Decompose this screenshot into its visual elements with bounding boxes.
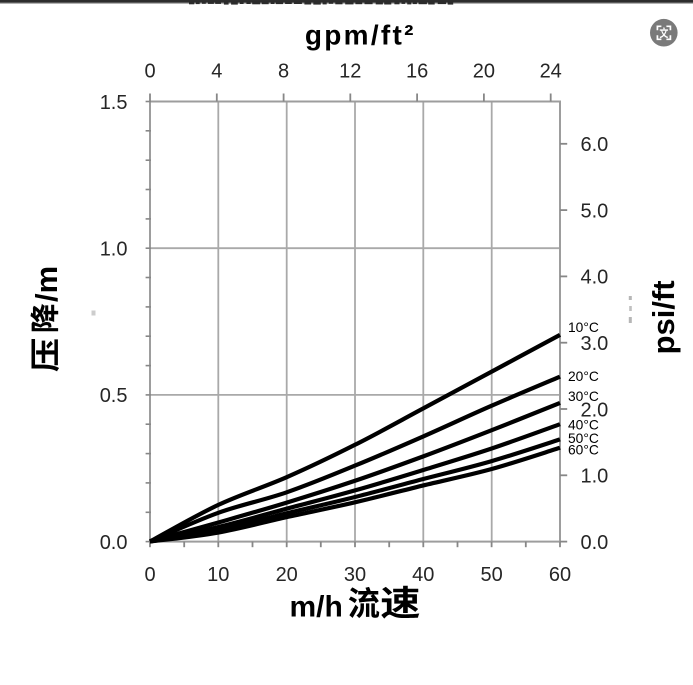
svg-text:10°C: 10°C	[568, 320, 599, 335]
svg-text:10: 10	[207, 564, 229, 586]
svg-text:1.5: 1.5	[100, 92, 128, 114]
svg-text:60: 60	[549, 564, 571, 586]
svg-text:50°C: 50°C	[568, 431, 599, 446]
svg-text:12: 12	[339, 61, 361, 83]
svg-text:0: 0	[144, 564, 155, 586]
svg-text:50: 50	[480, 564, 502, 586]
svg-text:40°C: 40°C	[568, 418, 599, 433]
svg-text:30°C: 30°C	[568, 389, 599, 404]
svg-text:0: 0	[144, 61, 155, 83]
svg-text:5.0: 5.0	[581, 200, 609, 222]
svg-text:m/h: m/h	[290, 591, 343, 624]
svg-text:gpm/ft²: gpm/ft²	[305, 20, 416, 51]
svg-text:0.5: 0.5	[100, 385, 128, 407]
svg-text:2.0: 2.0	[581, 399, 609, 421]
svg-text:20°C: 20°C	[568, 369, 599, 384]
svg-text:24: 24	[540, 61, 562, 83]
svg-text:0.0: 0.0	[100, 532, 128, 554]
svg-text:20: 20	[473, 61, 495, 83]
svg-text:1.0: 1.0	[100, 239, 128, 261]
svg-text:40: 40	[412, 564, 434, 586]
svg-text:/m: /m	[29, 266, 64, 302]
svg-text:6.0: 6.0	[581, 134, 609, 156]
svg-text:60°C: 60°C	[568, 442, 599, 457]
svg-text:8: 8	[278, 61, 289, 83]
svg-text:30: 30	[344, 564, 366, 586]
svg-text:psi/ft: psi/ft	[646, 280, 681, 354]
svg-text:1.0: 1.0	[581, 466, 609, 488]
svg-text:4: 4	[211, 61, 222, 83]
svg-text:20: 20	[276, 564, 298, 586]
svg-text:3.0: 3.0	[581, 333, 609, 355]
svg-text:4.0: 4.0	[581, 267, 609, 289]
svg-text:16: 16	[406, 61, 428, 83]
svg-text:0.0: 0.0	[581, 532, 609, 554]
